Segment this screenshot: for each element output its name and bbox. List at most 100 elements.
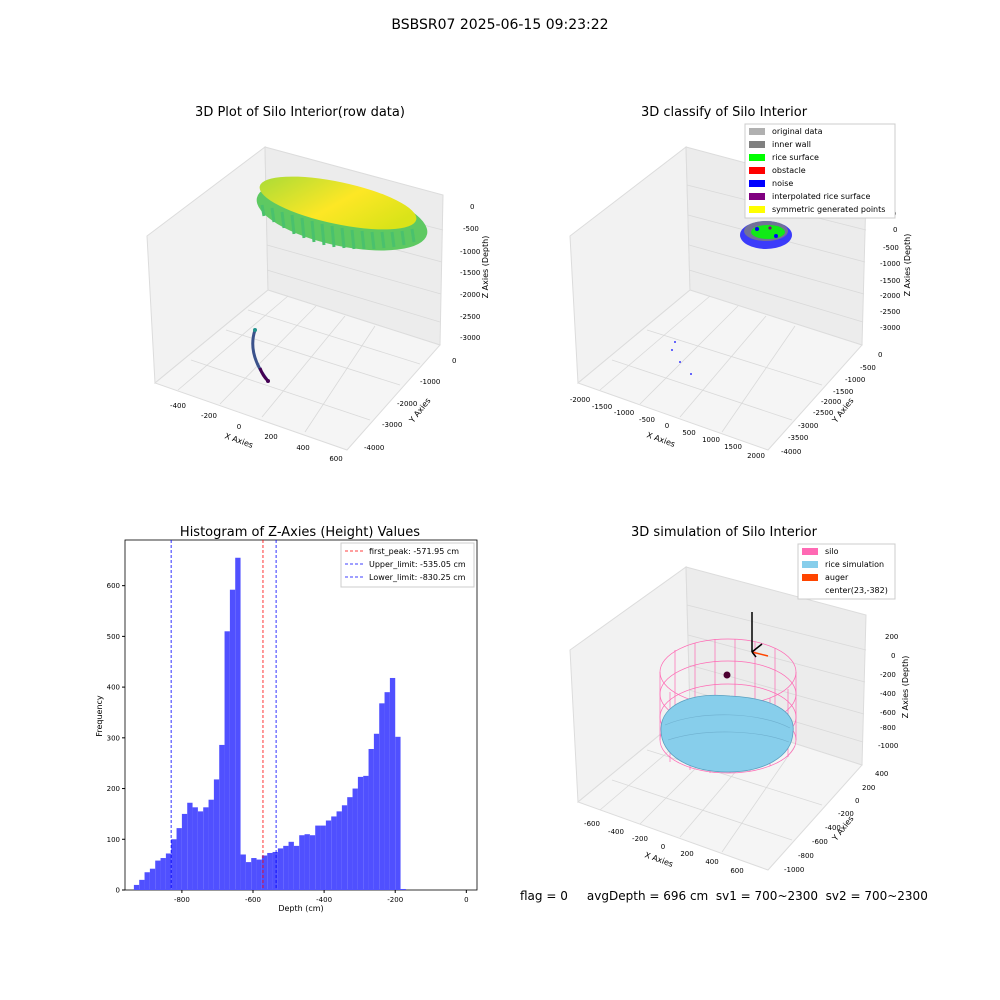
histogram-bar [139, 879, 145, 890]
svg-text:-400: -400 [880, 690, 896, 698]
svg-text:-400: -400 [825, 824, 841, 832]
svg-text:-1500: -1500 [880, 277, 900, 285]
legend-item-center: center(23,-382) [825, 586, 888, 595]
legend-item-interpolated-rice-surface: interpolated rice surface [749, 192, 870, 201]
x-tick-label: -600 [245, 896, 261, 904]
svg-text:-200: -200 [838, 810, 854, 818]
histogram-bar [341, 805, 348, 890]
svg-text:200: 200 [264, 433, 277, 441]
svg-text:-4000: -4000 [781, 448, 801, 456]
histogram-bar [320, 825, 326, 890]
rice-simulation-surface [660, 694, 794, 773]
svg-text:-1500: -1500 [592, 403, 612, 411]
classify-z-label: Z Axies (Depth) [903, 234, 912, 297]
histogram-bar [379, 703, 385, 890]
svg-text:-2500: -2500 [880, 308, 900, 316]
x-tick-label: -200 [387, 896, 403, 904]
svg-text:0: 0 [452, 357, 456, 365]
svg-text:-1000: -1000 [420, 378, 440, 386]
histogram-bar [187, 802, 193, 890]
histogram-bar [213, 779, 220, 890]
svg-text:Lower_limit: -830.25 cm: Lower_limit: -830.25 cm [369, 573, 466, 582]
svg-text:original data: original data [772, 127, 823, 136]
svg-text:-1000: -1000 [784, 866, 804, 874]
histogram-bar [363, 775, 369, 890]
histogram-bar [336, 811, 342, 890]
histogram-bar [293, 845, 300, 890]
svg-text:-3000: -3000 [382, 421, 402, 429]
svg-text:-1500: -1500 [460, 269, 480, 277]
histogram-bar [373, 733, 380, 890]
svg-text:-600: -600 [880, 709, 896, 717]
histogram-bar [325, 820, 332, 890]
histogram-bar [267, 852, 273, 890]
histogram-bar [240, 854, 246, 890]
histogram-bar [277, 848, 284, 890]
svg-text:600: 600 [730, 867, 743, 875]
auger-and-center [723, 612, 769, 679]
histogram-bar [309, 835, 316, 890]
legend-item-obstacle: obstacle [749, 166, 806, 175]
svg-text:-1500: -1500 [833, 388, 853, 396]
histogram-bar [192, 807, 198, 890]
histogram-bar [251, 858, 257, 890]
svg-text:-1000: -1000 [845, 376, 865, 384]
svg-text:400: 400 [705, 858, 718, 866]
svg-text:-200: -200 [880, 671, 896, 679]
histogram-title: Histogram of Z-Axies (Height) Values [180, 525, 420, 540]
histogram-bar [176, 828, 182, 890]
histogram-bar [229, 589, 236, 890]
classify-legend: original data inner wall rice surface ob… [744, 123, 896, 219]
svg-text:-2500: -2500 [460, 313, 480, 321]
histogram-x-ticks: -800 -600 -400 -200 0 [174, 890, 469, 904]
histogram-bar [357, 776, 364, 890]
x-tick-label: 0 [464, 896, 468, 904]
legend-item-first-peak: first_peak: -571.95 cm [345, 547, 459, 556]
legend-item-noise: noise [749, 179, 793, 188]
svg-text:-2000: -2000 [460, 291, 480, 299]
histogram-bar [203, 807, 209, 890]
svg-text:-400: -400 [608, 828, 624, 836]
svg-text:-2000: -2000 [821, 398, 841, 406]
legend-item-auger: auger [802, 573, 849, 582]
histogram-bar [389, 677, 396, 890]
svg-text:200: 200 [680, 850, 693, 858]
raw-wall-columns [260, 204, 416, 250]
classify-z-ticks: 500 0 -500 -1000 -1500 -2000 -2500 -3000 [880, 210, 900, 332]
x-tick-label: -800 [174, 896, 190, 904]
x-tick-label: -400 [316, 896, 332, 904]
y-tick-label: 200 [107, 785, 120, 793]
histogram-bar [133, 884, 140, 890]
raw-plot-title: 3D Plot of Silo Interior(row data) [195, 105, 405, 120]
svg-text:0: 0 [665, 422, 669, 430]
simulation-z-label: Z Axies (Depth) [901, 656, 910, 719]
svg-text:1000: 1000 [702, 436, 720, 444]
simulation-plot-title: 3D simulation of Silo Interior [631, 525, 818, 540]
raw-point-cloud [251, 176, 428, 383]
y-tick-label: 100 [107, 836, 120, 844]
simulation-legend: silo rice simulation auger center(23,-38… [797, 543, 896, 600]
svg-text:first_peak: -571.95 cm: first_peak: -571.95 cm [369, 547, 459, 556]
histogram-bar [400, 888, 406, 890]
svg-text:-600: -600 [812, 838, 828, 846]
status-line: flag = 0 avgDepth = 696 cm sv1 = 700~230… [520, 889, 928, 903]
svg-text:rice surface: rice surface [772, 153, 819, 162]
simulation-x-label: X Axies [643, 850, 674, 869]
svg-text:400: 400 [875, 770, 888, 778]
svg-text:symmetric generated points: symmetric generated points [772, 205, 885, 214]
histogram-bar [331, 816, 337, 890]
svg-text:-3000: -3000 [460, 334, 480, 342]
y-tick-label: 400 [107, 684, 120, 692]
svg-text:-500: -500 [463, 225, 479, 233]
histogram-bar [181, 813, 188, 890]
svg-text:500: 500 [682, 429, 695, 437]
svg-text:-500: -500 [639, 416, 655, 424]
svg-text:-1000: -1000 [460, 248, 480, 256]
figure-title: BSBSR07 2025-06-15 09:23:22 [391, 17, 609, 33]
svg-text:-200: -200 [632, 835, 648, 843]
classify-plot-title: 3D classify of Silo Interior [641, 105, 808, 120]
svg-text:0: 0 [891, 652, 895, 660]
legend-item-silo: silo [802, 547, 839, 556]
legend-item-symmetric-generated-points: symmetric generated points [749, 205, 885, 214]
histogram-bar [256, 859, 262, 890]
